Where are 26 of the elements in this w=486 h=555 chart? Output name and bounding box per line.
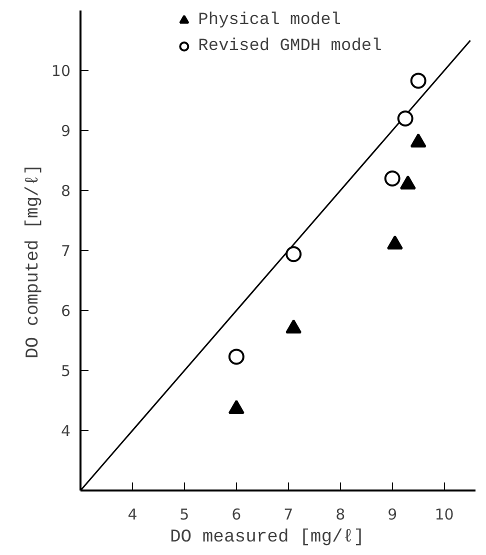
y-tick-label: 7: [60, 242, 71, 260]
point: [410, 72, 426, 89]
x-tick-label: 5: [180, 506, 190, 524]
point: [400, 175, 416, 190]
point: [384, 170, 400, 186]
point: [397, 110, 414, 126]
point: [286, 319, 302, 334]
y-tick-label: 9: [60, 122, 71, 140]
x-tick-label: 9: [388, 506, 398, 524]
y-axis-title: DO computed [mg/ℓ]: [23, 164, 44, 359]
y-tick-label: 6: [60, 302, 71, 320]
y-tick-label: 10: [51, 62, 71, 80]
legend-label: Physical model: [198, 10, 342, 30]
x-tick-label: 8: [336, 506, 346, 524]
x-tick-label: 10: [434, 506, 454, 524]
y-tick-label: 5: [60, 362, 71, 380]
y-tick-label: 8: [60, 182, 71, 200]
point: [386, 235, 403, 250]
x-tick-label: 4: [128, 506, 138, 524]
point: [286, 246, 302, 262]
point: [228, 400, 244, 414]
y-tick-label: 4: [60, 422, 71, 440]
legend-label: Revised GMDH model: [198, 36, 382, 56]
x-tick-label: 6: [232, 506, 242, 524]
x-tick-label: 7: [284, 506, 294, 524]
x-axis-title: DO measured [mg/ℓ]: [170, 528, 364, 548]
